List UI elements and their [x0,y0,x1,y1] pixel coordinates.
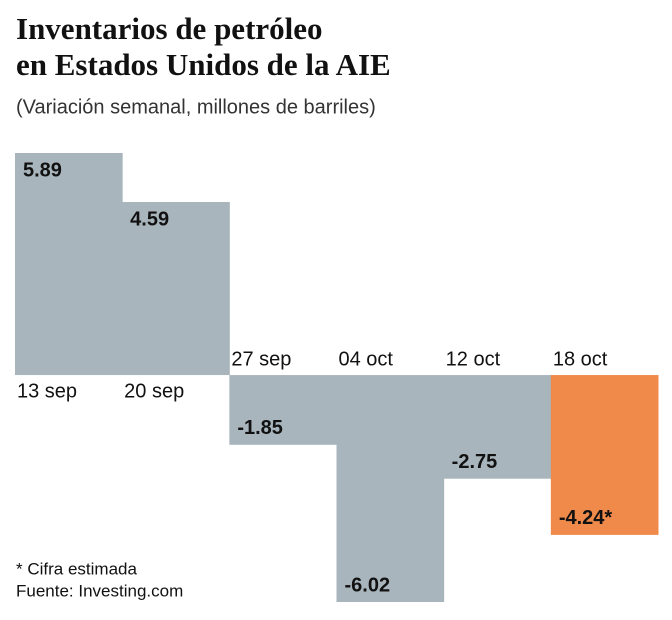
value-label: 5.89 [23,159,62,181]
value-label: -4.24* [559,507,613,529]
footnote: * Cifra estimada [16,559,137,578]
chart-subtitle: (Variación semanal, millones de barriles… [16,96,376,118]
value-label: -6.02 [345,574,391,596]
x-tick-label: 18 oct [553,348,608,370]
value-label: -2.75 [452,451,498,473]
value-label: 4.59 [130,208,169,230]
bar [229,375,337,445]
bar [550,375,659,535]
chart-title: en Estados Unidos de la AIE [16,47,391,82]
x-tick-label: 27 sep [231,348,291,370]
source: Fuente: Investing.com [16,581,183,600]
chart-title: Inventarios de petróleo [16,11,323,46]
bar [15,153,123,376]
bar [336,375,445,602]
x-tick-label: 12 oct [446,348,501,370]
x-tick-label: 04 oct [339,348,394,370]
bar [122,202,230,376]
value-label: -1.85 [237,417,283,439]
x-tick-label: 13 sep [17,380,77,402]
x-tick-label: 20 sep [124,380,184,402]
bar [443,375,552,479]
